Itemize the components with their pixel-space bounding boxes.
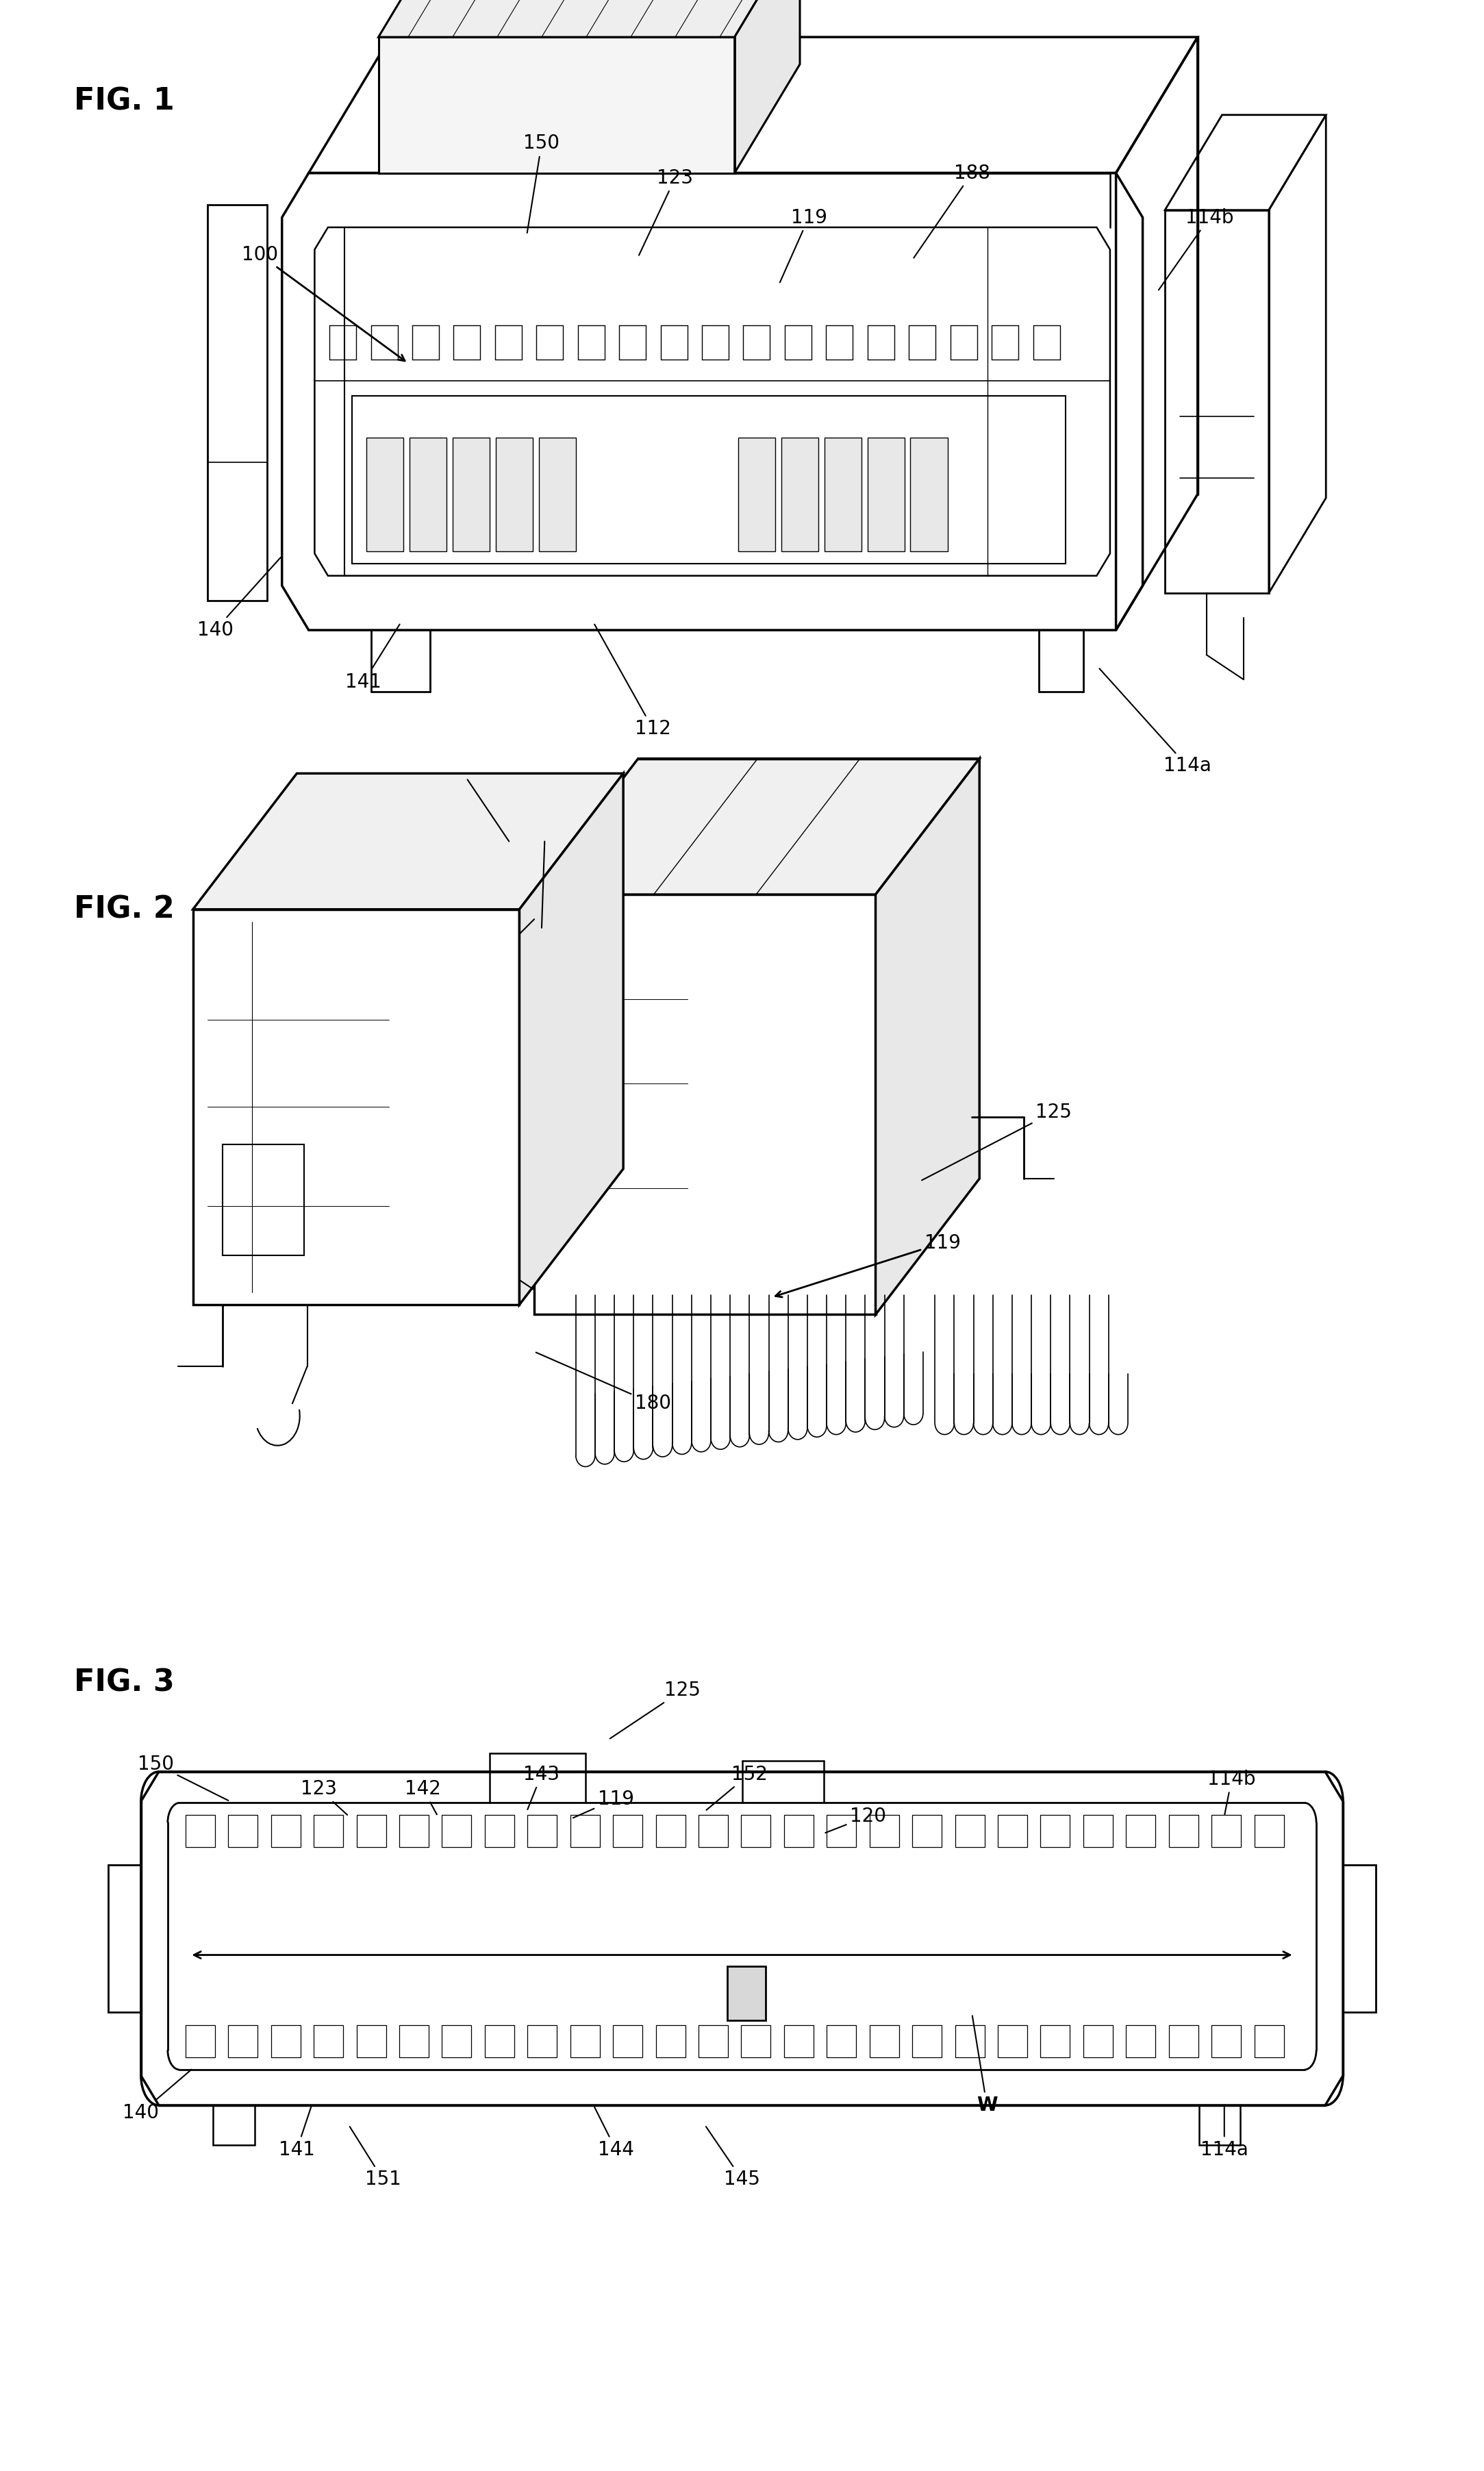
Polygon shape xyxy=(727,1967,766,2021)
Polygon shape xyxy=(735,0,800,173)
Polygon shape xyxy=(867,437,904,551)
Polygon shape xyxy=(825,437,861,551)
Polygon shape xyxy=(539,437,576,551)
Text: 180: 180 xyxy=(536,1352,671,1413)
Text: 114a: 114a xyxy=(1201,2108,1248,2160)
Text: FIG. 1: FIG. 1 xyxy=(74,86,175,116)
Text: 141: 141 xyxy=(279,2108,315,2160)
Text: FIG. 2: FIG. 2 xyxy=(74,895,175,924)
Polygon shape xyxy=(378,37,735,173)
Text: 114b: 114b xyxy=(1208,1769,1255,1814)
Text: 188: 188 xyxy=(914,163,990,257)
Polygon shape xyxy=(876,759,979,1315)
Text: 114a: 114a xyxy=(1100,670,1211,776)
Text: 140: 140 xyxy=(197,558,280,640)
Text: 142: 142 xyxy=(405,1779,441,1814)
Polygon shape xyxy=(193,773,623,909)
Text: 152: 152 xyxy=(706,1764,767,1811)
Text: 151: 151 xyxy=(350,2128,401,2189)
Polygon shape xyxy=(410,437,447,551)
Text: 119: 119 xyxy=(781,208,827,282)
Text: 125: 125 xyxy=(610,1680,700,1740)
Text: W: W xyxy=(972,2016,997,2115)
Polygon shape xyxy=(453,437,490,551)
Text: 123: 123 xyxy=(301,1779,347,1814)
Polygon shape xyxy=(739,437,775,551)
Text: 114b: 114b xyxy=(1159,208,1233,289)
Text: 150: 150 xyxy=(138,1754,229,1801)
Text: 125: 125 xyxy=(922,1102,1071,1181)
Text: 120: 120 xyxy=(825,1806,886,1833)
Polygon shape xyxy=(367,437,404,551)
Text: 140: 140 xyxy=(123,2071,191,2123)
Polygon shape xyxy=(534,759,979,895)
Text: 145: 145 xyxy=(706,2128,760,2189)
Text: 150: 150 xyxy=(524,133,559,232)
Text: FIG. 3: FIG. 3 xyxy=(74,1668,175,1698)
Text: 144: 144 xyxy=(595,2108,634,2160)
Text: 119: 119 xyxy=(776,1233,960,1297)
Polygon shape xyxy=(378,0,800,37)
Text: 112: 112 xyxy=(595,625,671,739)
Text: 123: 123 xyxy=(640,168,693,255)
Polygon shape xyxy=(496,437,533,551)
Polygon shape xyxy=(910,437,947,551)
Text: 143: 143 xyxy=(524,1764,559,1809)
Polygon shape xyxy=(519,773,623,1305)
Text: 119: 119 xyxy=(573,1789,634,1819)
Text: 141: 141 xyxy=(346,625,399,692)
Text: 100: 100 xyxy=(242,245,405,361)
Polygon shape xyxy=(781,437,819,551)
